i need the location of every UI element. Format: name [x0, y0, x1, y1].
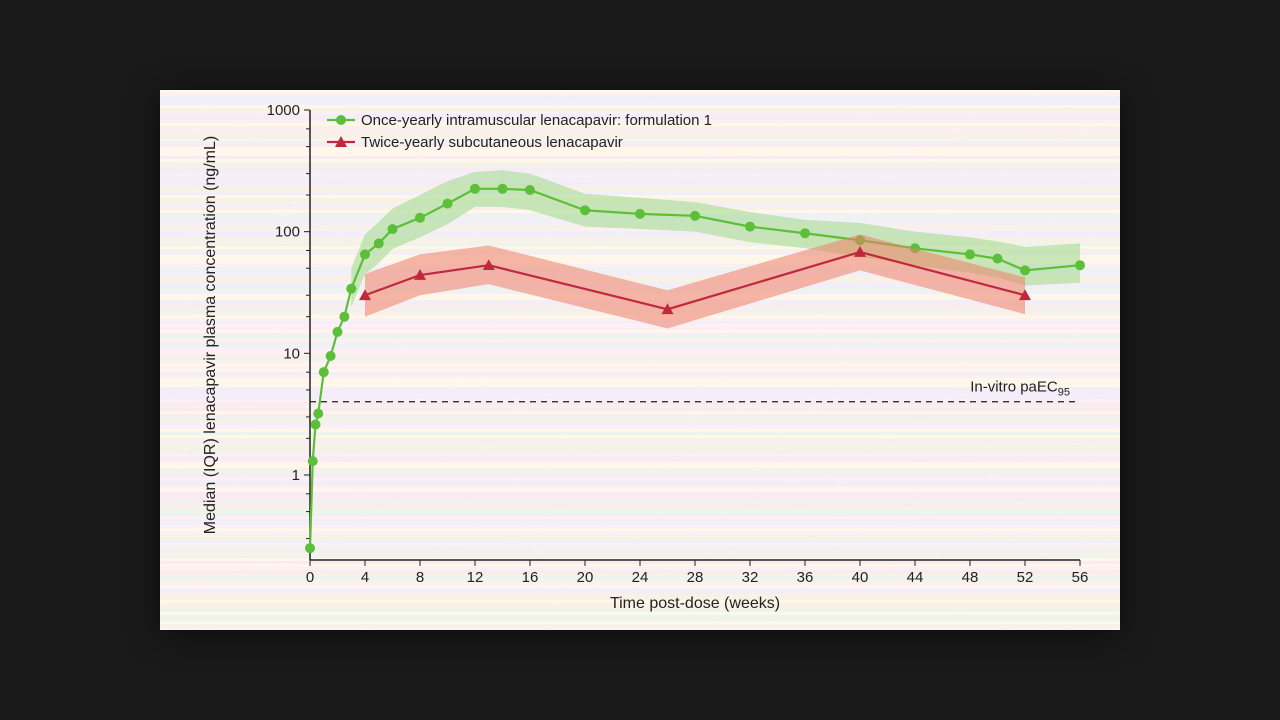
svg-text:44: 44 — [907, 569, 924, 586]
svg-text:40: 40 — [852, 569, 869, 586]
svg-text:48: 48 — [962, 569, 979, 586]
svg-text:52: 52 — [1017, 569, 1034, 586]
svg-text:8: 8 — [416, 569, 424, 586]
reference-label: In-vitro paEC95 — [970, 379, 1070, 399]
legend-label: Twice-yearly subcutaneous lenacapavir — [361, 134, 623, 151]
legend-label: Once-yearly intramuscular lenacapavir: f… — [361, 112, 712, 129]
pk-chart: 048121620242832364044485256Time post-dos… — [160, 90, 1120, 630]
legend-item: Twice-yearly subcutaneous lenacapavir — [327, 134, 623, 151]
legend-item: Once-yearly intramuscular lenacapavir: f… — [327, 112, 712, 129]
svg-text:1: 1 — [292, 467, 300, 484]
svg-text:28: 28 — [687, 569, 704, 586]
svg-text:4: 4 — [361, 569, 369, 586]
svg-text:36: 36 — [797, 569, 814, 586]
x-axis-label: Time post-dose (weeks) — [610, 595, 780, 612]
chart-card: 048121620242832364044485256Time post-dos… — [160, 90, 1120, 630]
svg-text:10: 10 — [283, 345, 300, 362]
svg-text:12: 12 — [467, 569, 484, 586]
svg-text:20: 20 — [577, 569, 594, 586]
svg-text:24: 24 — [632, 569, 649, 586]
svg-text:56: 56 — [1072, 569, 1089, 586]
svg-text:100: 100 — [275, 224, 300, 241]
svg-text:1000: 1000 — [267, 102, 300, 119]
svg-text:32: 32 — [742, 569, 759, 586]
svg-text:16: 16 — [522, 569, 539, 586]
svg-text:0: 0 — [306, 569, 314, 586]
y-axis-label: Median (IQR) lenacapavir plasma concentr… — [202, 136, 219, 534]
